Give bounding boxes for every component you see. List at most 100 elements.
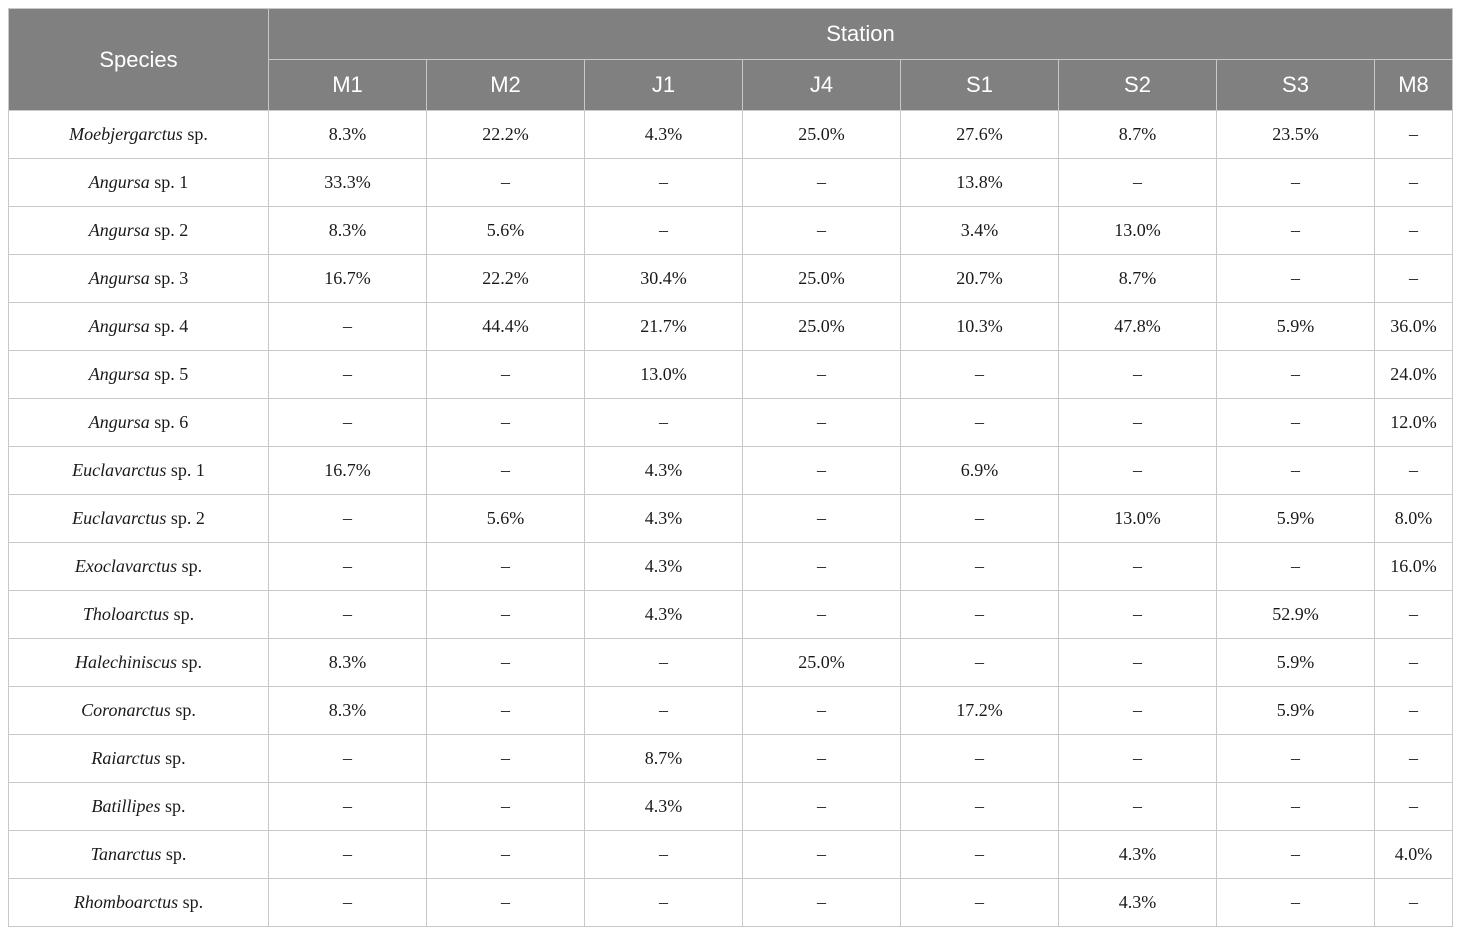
value-cell: 23.5% [1216,110,1375,159]
value-cell: – [1216,446,1375,495]
value-cell: – [1216,398,1375,447]
value-cell: – [1374,158,1453,207]
value-cell: – [268,398,427,447]
value-cell: – [1058,590,1217,639]
value-cell: 5.6% [426,494,585,543]
species-suffix: sp. 5 [154,364,189,384]
value-cell: – [1216,830,1375,879]
genus-name: Batillipes [91,796,161,816]
table-row: Angursa sp. 1 33.3% – – –13.8% – – – [8,158,1453,207]
value-cell: – [584,830,743,879]
value-cell: – [742,734,901,783]
station-header-s1: S1 [900,59,1059,111]
value-cell: 47.8% [1058,302,1217,351]
value-cell: – [1058,350,1217,399]
value-cell: – [426,590,585,639]
value-cell: – [1374,254,1453,303]
value-cell: – [1216,782,1375,831]
value-cell: – [742,158,901,207]
value-cell: 13.0% [1058,206,1217,255]
table-row: Batillipes sp. – –4.3% – – – – – [8,782,1453,831]
genus-name: Angursa [88,172,150,192]
value-cell: 27.6% [900,110,1059,159]
value-cell: 12.0% [1374,398,1453,447]
species-name-cell: Angursa sp. 4 [8,302,269,351]
station-header-j4: J4 [742,59,901,111]
table-header: Species Station M1 M2 J1 J4 S1 S2 S3 M8 [8,8,1453,111]
value-cell: 36.0% [1374,302,1453,351]
value-cell: – [268,734,427,783]
genus-name: Raiarctus [91,748,161,768]
value-cell: – [900,350,1059,399]
genus-name: Euclavarctus [72,508,167,528]
value-cell: 25.0% [742,254,901,303]
genus-name: Tanarctus [90,844,162,864]
value-cell: – [1216,254,1375,303]
value-cell: – [426,686,585,735]
species-name-cell: Raiarctus sp. [8,734,269,783]
species-suffix: sp. 4 [154,316,189,336]
species-name-cell: Euclavarctus sp. 2 [8,494,269,543]
value-cell: 25.0% [742,110,901,159]
value-cell: 5.9% [1216,494,1375,543]
value-cell: – [268,878,427,927]
value-cell: 16.0% [1374,542,1453,591]
station-header-m8: M8 [1374,59,1453,111]
value-cell: 8.0% [1374,494,1453,543]
value-cell: – [742,494,901,543]
table-row: Halechiniscus sp. 8.3% – –25.0% – –5.9% – [8,638,1453,687]
value-cell: 8.7% [1058,110,1217,159]
value-cell: – [900,398,1059,447]
value-cell: 21.7% [584,302,743,351]
species-name-cell: Angursa sp. 2 [8,206,269,255]
species-suffix: sp. [173,604,195,624]
species-name-cell: Angursa sp. 5 [8,350,269,399]
species-name-cell: Rhomboarctus sp. [8,878,269,927]
table-row: Tanarctus sp. – – – – –4.3% –4.0% [8,830,1453,879]
value-cell: – [426,158,585,207]
table-row: Euclavarctus sp. 1 16.7% –4.3% –6.9% – – – [8,446,1453,495]
value-cell: – [1058,638,1217,687]
value-cell: 6.9% [900,446,1059,495]
value-cell: 5.9% [1216,686,1375,735]
value-cell: – [1374,446,1453,495]
table-row: Angursa sp. 5– –13.0% – – – –24.0% [8,350,1453,399]
value-cell: – [1058,686,1217,735]
value-cell: 33.3% [268,158,427,207]
value-cell: – [900,878,1059,927]
value-cell: – [742,206,901,255]
species-suffix: sp. [165,844,187,864]
value-cell: – [268,302,427,351]
genus-name: Moebjergarctus [69,124,183,144]
value-cell: – [742,542,901,591]
species-suffix: sp. [181,652,202,672]
value-cell: – [1058,542,1217,591]
station-group-header: Station [268,8,1453,60]
value-cell: – [426,446,585,495]
value-cell: 13.0% [1058,494,1217,543]
value-cell: – [584,686,743,735]
value-cell: – [584,158,743,207]
value-cell: 25.0% [742,638,901,687]
value-cell: 4.3% [1058,830,1217,879]
genus-name: Coronarctus [81,700,171,720]
value-cell: 4.3% [584,446,743,495]
table-body: Moebjergarctus sp. 8.3% 22.2% 4.3% 25.0% 27.6… [8,110,1453,927]
value-cell: – [584,638,743,687]
value-cell: 17.2% [900,686,1059,735]
value-cell: – [1374,878,1453,927]
value-cell: – [1058,782,1217,831]
value-cell: – [426,878,585,927]
value-cell: – [584,398,743,447]
value-cell: – [900,590,1059,639]
value-cell: – [742,830,901,879]
value-cell: – [426,398,585,447]
genus-name: Exoclavarctus [74,556,178,576]
genus-name: Tholoarctus [82,604,170,624]
value-cell: – [426,830,585,879]
value-cell: 24.0% [1374,350,1453,399]
value-cell: – [742,878,901,927]
species-name-cell: Batillipes sp. [8,782,269,831]
value-cell: 16.7% [268,446,427,495]
species-name-cell: Halechiniscus sp. [8,638,269,687]
